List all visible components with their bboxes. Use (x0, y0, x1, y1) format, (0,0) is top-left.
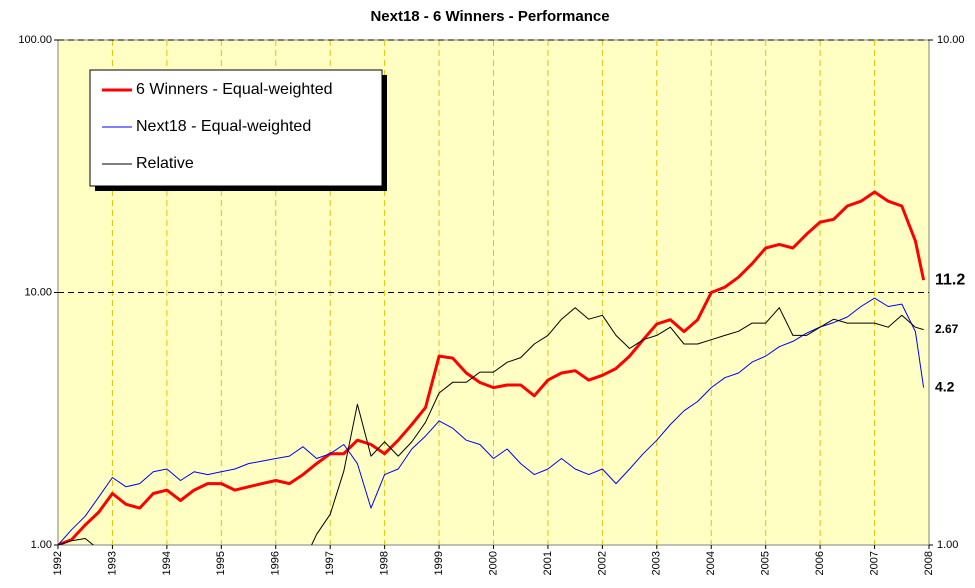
series-line (58, 190, 926, 545)
x-tick-label: 2008 (923, 551, 935, 575)
x-tick-label: 2002 (596, 551, 608, 575)
x-tick-label: 2001 (542, 551, 554, 575)
y-tick-label: 10.00 (24, 286, 52, 298)
x-tick-label: 1998 (379, 551, 391, 575)
series-line (58, 307, 924, 545)
legend-box (89, 69, 383, 187)
labels: 11.2 4.2 2.67 (935, 271, 965, 394)
chart-title: Next18 - 6 Winners - Performance (370, 8, 609, 25)
legend-label: 6 Winners - Equal-weighted (136, 81, 333, 98)
legend-label: Next18 - Equal-weighted (136, 118, 311, 135)
end-label: 4.2 (935, 378, 955, 394)
x-tick-label: 1995 (215, 551, 227, 575)
x-tick-label: 2000 (487, 551, 499, 575)
y2-tick-label: 10.00 (937, 34, 965, 46)
x-tick-label: 1999 (433, 551, 445, 575)
series-line (58, 297, 925, 545)
x-tick-label: 2003 (651, 551, 663, 575)
x-tick-label: 1996 (270, 551, 282, 575)
x-tick-label: 2004 (705, 551, 717, 575)
lines (58, 190, 926, 545)
x-tick-label: 2007 (868, 551, 880, 575)
end-label: 2.67 (935, 322, 959, 336)
legend-label: Relative (136, 155, 194, 172)
x-tick-label: 2005 (760, 551, 772, 575)
legend: 6 Winners - Equal-weighted Next18 - Equal… (89, 69, 387, 191)
x-tick-label: 2006 (814, 551, 826, 575)
y2-tick-label: 1.00 (937, 539, 958, 551)
y-tick-label: 1.00 (31, 539, 52, 551)
x-tick-label: 1997 (324, 551, 336, 575)
end-label: 11.2 (935, 271, 965, 288)
y-tick-label: 100.00 (18, 34, 52, 46)
x-tick-label: 1994 (161, 551, 173, 575)
x-tick-label: 1993 (106, 551, 118, 575)
x-tick-label: 1992 (52, 551, 64, 575)
